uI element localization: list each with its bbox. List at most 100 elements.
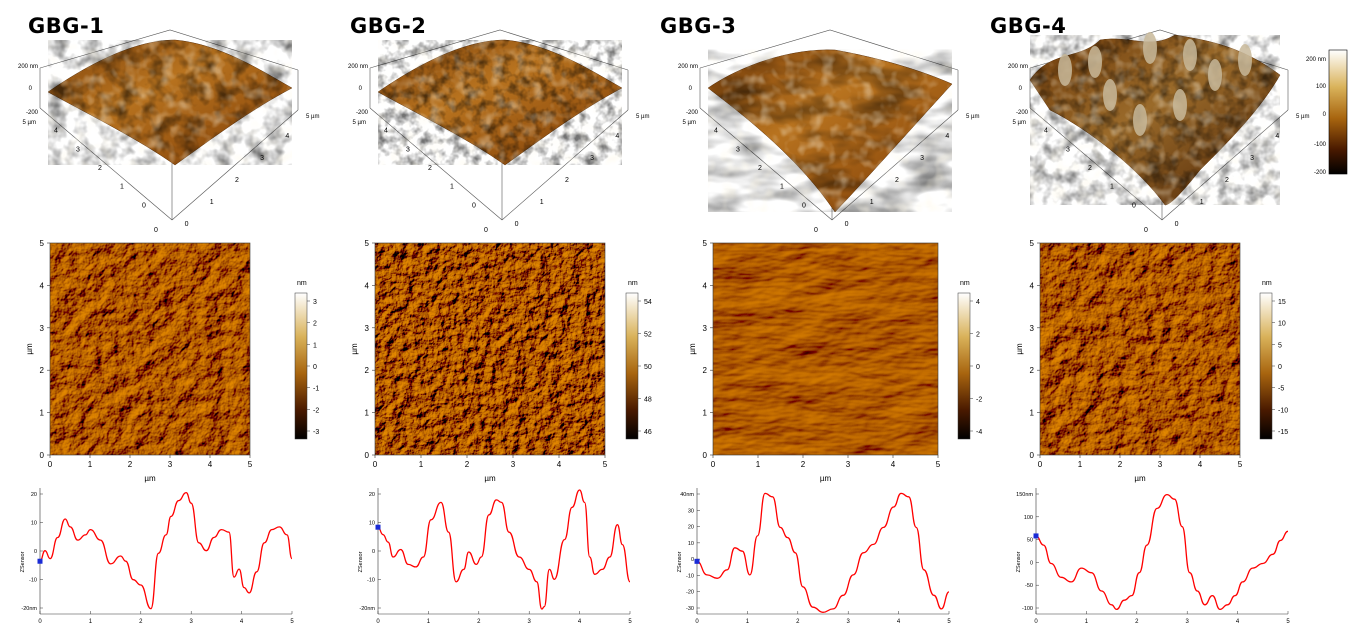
surface-box-base-left — [369, 107, 503, 221]
surface-box-back — [699, 29, 959, 71]
surface-origin-left: 0 — [1144, 227, 1148, 234]
surface-y-tick: 4 — [1044, 128, 1048, 135]
height-map-y-tick: 5 — [1030, 239, 1035, 248]
height-map-x-tick: 1 — [419, 460, 424, 469]
height-map-colorbar — [957, 292, 971, 440]
surface-peak — [1173, 89, 1187, 121]
profile-x-tick: 5 — [628, 619, 632, 625]
surface-peak — [1058, 54, 1072, 86]
profile-y-tick: 150nm — [1016, 492, 1033, 498]
surface-peak — [1133, 104, 1147, 136]
profile-x-tick: 4 — [240, 619, 244, 625]
profile-x-tick: 4 — [578, 619, 582, 625]
surface-y-tick: 0 — [142, 202, 146, 209]
surface-box-base-right — [171, 109, 299, 221]
height-map-y-tick: 3 — [365, 324, 370, 333]
surface-y-tick: 2 — [1088, 165, 1092, 172]
surface-x-tick: 4 — [1275, 133, 1279, 140]
height-map-colorbar-tick: 15 — [1278, 299, 1286, 306]
height-map-y-tick: 2 — [365, 366, 370, 375]
profile-y-tick: 0 — [34, 549, 37, 555]
height-map: 0 1 2 3 4 5 µm 0 1 2 3 4 5 µm nm 4 2 0 -2 -4 — [688, 239, 982, 483]
profile-y-tick: -50 — [1025, 583, 1033, 589]
height-map-x-tick: 3 — [168, 460, 173, 469]
height-map-x-tick: 2 — [1118, 460, 1123, 469]
height-map: 0 1 2 3 4 5 µm 0 1 2 3 4 5 µm nm 54 52 50 48 46 — [350, 239, 652, 483]
height-map-x-tick: 5 — [248, 460, 253, 469]
height-map-y-tick: 1 — [365, 409, 370, 418]
surface-x-tick: 3 — [260, 155, 264, 162]
height-map-colorbar-unit: nm — [1262, 280, 1272, 287]
height-map-colorbar-tick: -2 — [976, 397, 982, 404]
surface-peak — [1183, 39, 1197, 71]
surface-z-mid: 0 — [29, 86, 33, 92]
surface-y-tick: 2 — [98, 165, 102, 172]
height-map-x-tick: 3 — [1158, 460, 1163, 469]
height-map-colorbar-tick: 1 — [313, 342, 317, 349]
height-map-x-tick: 1 — [1078, 460, 1083, 469]
height-map-colorbar-tick: -3 — [313, 429, 319, 436]
panel-title-gbg-2: GBG-2 — [350, 14, 427, 38]
height-map-x-tick: 4 — [891, 460, 896, 469]
height-map-colorbar-tick: 2 — [313, 321, 317, 328]
height-map-y-tick: 4 — [365, 281, 370, 290]
profile-x-tick: 1 — [89, 619, 93, 625]
profile-x-tick: 3 — [528, 619, 532, 625]
height-map-colorbar-tick: -4 — [976, 429, 982, 436]
surface-y-tick: 3 — [1066, 146, 1070, 153]
profile-x-tick: 1 — [746, 619, 750, 625]
profile-y-tick: 10 — [688, 541, 694, 547]
profile-x-tick: 4 — [897, 619, 901, 625]
height-map-x-tick: 2 — [128, 460, 133, 469]
surface-z-bottom: -200 — [686, 110, 699, 116]
surface-box-back — [369, 29, 629, 71]
height-map-x-tick: 0 — [1038, 460, 1043, 469]
surface-peak — [1088, 46, 1102, 78]
profile-x-tick: 3 — [1186, 619, 1190, 625]
profile-y-tick: 20 — [31, 492, 37, 498]
surface-y-tick: 4 — [714, 128, 718, 135]
profile-y-tick: -30 — [686, 606, 694, 612]
height-map-x-tick: 0 — [711, 460, 716, 469]
surface-y-tick: 2 — [758, 165, 762, 172]
height-map-y-tick: 0 — [40, 451, 45, 460]
profile-y-tick: 0 — [372, 549, 375, 555]
profile-chart: 150nm 100 50 0 -50 -100 ZSensor 0 1 2 3 4 5 — [1016, 488, 1290, 625]
surface-z-top: 200 nm — [678, 64, 698, 70]
profile-cursor-marker — [37, 558, 43, 564]
surface-origin-left: 0 — [814, 227, 818, 234]
profile-y-tick: 0 — [691, 557, 694, 563]
profile-y-tick: 50 — [1027, 538, 1033, 544]
profile-chart: 20 10 0 -10 -20nm ZSensor 0 1 2 3 4 5 — [20, 488, 294, 625]
surface-box-base-left — [39, 107, 173, 221]
height-map-x-tick: 1 — [756, 460, 761, 469]
surface-x-tick: 1 — [210, 199, 214, 206]
profile-cursor-marker — [1033, 533, 1039, 539]
colorbar-3d-tick: -200 — [1314, 170, 1327, 176]
surface-highlights — [708, 49, 952, 213]
height-map-x-tick: 4 — [208, 460, 213, 469]
surface-x-corner: 5 µm — [966, 114, 979, 120]
height-map-x-tick: 0 — [48, 460, 53, 469]
profile-x-tick: 5 — [290, 619, 294, 625]
height-map-y-tick: 0 — [1030, 451, 1035, 460]
height-map-xlabel: µm — [820, 474, 832, 483]
profile-x-tick: 3 — [847, 619, 851, 625]
height-map-colorbar-tick: -5 — [1278, 386, 1284, 393]
profile-chart: 20 10 0 -10 -20nm ZSensor 0 1 2 3 4 5 — [358, 488, 632, 625]
surface-z-bottom: -200 — [1016, 110, 1029, 116]
height-map-colorbar-tick: -10 — [1278, 407, 1288, 414]
profile-x-tick: 2 — [139, 619, 143, 625]
surface-peak — [1103, 79, 1117, 111]
height-map-x-tick: 3 — [846, 460, 851, 469]
height-map-image — [375, 243, 605, 455]
surface-y-tick: 0 — [802, 202, 806, 209]
height-map-colorbar-tick: 0 — [1278, 364, 1282, 371]
height-map-frame — [1039, 242, 1241, 456]
profile-x-tick: 3 — [190, 619, 194, 625]
surface-box-base-right — [501, 109, 629, 221]
profile-y-tick: -10 — [29, 578, 37, 584]
height-map-x-tick: 5 — [603, 460, 608, 469]
surface-x-tick: 2 — [895, 177, 899, 184]
